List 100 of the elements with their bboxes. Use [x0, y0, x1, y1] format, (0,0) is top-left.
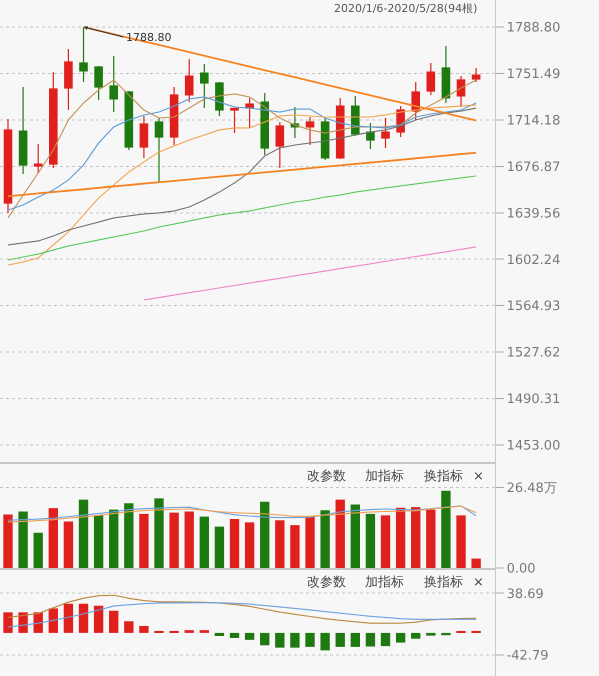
- candlestick: [184, 58, 194, 103]
- bar: [230, 632, 240, 638]
- bar: [34, 532, 43, 568]
- annotation: ×: [473, 575, 484, 590]
- y-tick-label: 1564.93: [506, 299, 560, 314]
- bar: [366, 514, 376, 568]
- y-tick-label: 1788.80: [506, 20, 560, 36]
- annotation: 改参数: [307, 469, 346, 484]
- bar: [200, 516, 209, 568]
- candlestick: [426, 62, 436, 96]
- candlestick: [320, 117, 330, 161]
- bar: [94, 606, 104, 633]
- bar: [396, 632, 406, 643]
- bar: [184, 630, 194, 633]
- bar: [456, 515, 466, 568]
- y-tick-label: 1453.00: [506, 438, 560, 454]
- annotation: 改参数: [307, 575, 346, 590]
- candlestick: [200, 63, 209, 109]
- bar: [139, 626, 149, 633]
- bar: [426, 510, 436, 568]
- line-series: [143, 246, 477, 300]
- bar: [320, 510, 330, 568]
- candlestick: [109, 55, 118, 113]
- bar: [230, 519, 240, 568]
- bar: [290, 632, 300, 648]
- line-series: [7, 152, 478, 198]
- candlestick: [245, 97, 254, 129]
- candlestick: [456, 75, 466, 108]
- chart-title: 2020/1/6-2020/5/28(94根): [334, 2, 478, 15]
- bar: [441, 632, 451, 636]
- y-tick-label: 26.48万: [506, 481, 557, 496]
- line-series: [82, 26, 478, 122]
- annotation: 加指标: [365, 575, 404, 590]
- candlestick: [442, 45, 450, 104]
- bar: [78, 500, 88, 568]
- bar: [260, 632, 270, 646]
- bar: [336, 632, 345, 647]
- bar: [109, 510, 118, 568]
- y-tick-label: 1490.31: [506, 392, 560, 408]
- bar: [380, 632, 390, 646]
- candlestick: [4, 118, 12, 214]
- candlestick: [170, 86, 178, 146]
- candlestick: [381, 117, 390, 149]
- candlestick: [215, 81, 224, 117]
- y-tick-label: 1714.18: [506, 113, 560, 128]
- bar: [124, 503, 134, 568]
- candlestick: [34, 143, 42, 174]
- bar: [18, 511, 28, 568]
- bar: [471, 558, 481, 568]
- bar: [139, 514, 149, 568]
- bar: [64, 604, 74, 633]
- bar: [214, 526, 224, 568]
- bar: [48, 608, 58, 633]
- line-series: [7, 96, 477, 211]
- y-tick-label: 0.00: [506, 562, 536, 577]
- bar: [109, 610, 118, 633]
- line-series: [7, 602, 477, 628]
- candlestick: [336, 97, 345, 160]
- bar: [305, 516, 315, 568]
- candlestick: [276, 121, 284, 169]
- bar: [275, 520, 284, 568]
- candlestick: [230, 107, 239, 134]
- line-series: [7, 175, 477, 261]
- candlestick: [124, 90, 134, 151]
- y-tick-label: 38.69: [506, 586, 544, 602]
- bar: [94, 515, 104, 568]
- candlestick: [94, 65, 103, 101]
- bar: [260, 502, 270, 568]
- bar: [200, 630, 209, 633]
- bar: [169, 512, 179, 568]
- candlestick: [260, 92, 270, 156]
- bar: [124, 621, 134, 633]
- bar: [396, 508, 406, 568]
- annotation: 换指标: [424, 469, 463, 484]
- bar: [48, 508, 58, 568]
- bar: [275, 632, 284, 648]
- bar: [244, 522, 254, 568]
- bar: [154, 498, 164, 568]
- annotation: 换指标: [424, 575, 463, 590]
- bar: [305, 632, 315, 647]
- bar: [336, 500, 345, 568]
- annotation: 1788.80: [126, 31, 172, 44]
- y-tick-label: 1676.87: [506, 160, 560, 175]
- bar: [290, 525, 300, 568]
- bar: [78, 604, 88, 633]
- bar: [64, 521, 74, 568]
- line-series: [7, 79, 477, 218]
- bar: [214, 632, 224, 636]
- bar: [366, 632, 376, 647]
- bar: [426, 632, 436, 636]
- bar: [411, 507, 420, 568]
- bar: [320, 632, 330, 650]
- candlestick: [306, 116, 314, 146]
- bar: [350, 504, 360, 568]
- bar: [350, 632, 360, 647]
- candlestick: [154, 117, 164, 183]
- candlestick: [140, 115, 148, 159]
- bar: [411, 632, 420, 639]
- annotation: ×: [473, 469, 484, 484]
- candlestick: [64, 48, 73, 111]
